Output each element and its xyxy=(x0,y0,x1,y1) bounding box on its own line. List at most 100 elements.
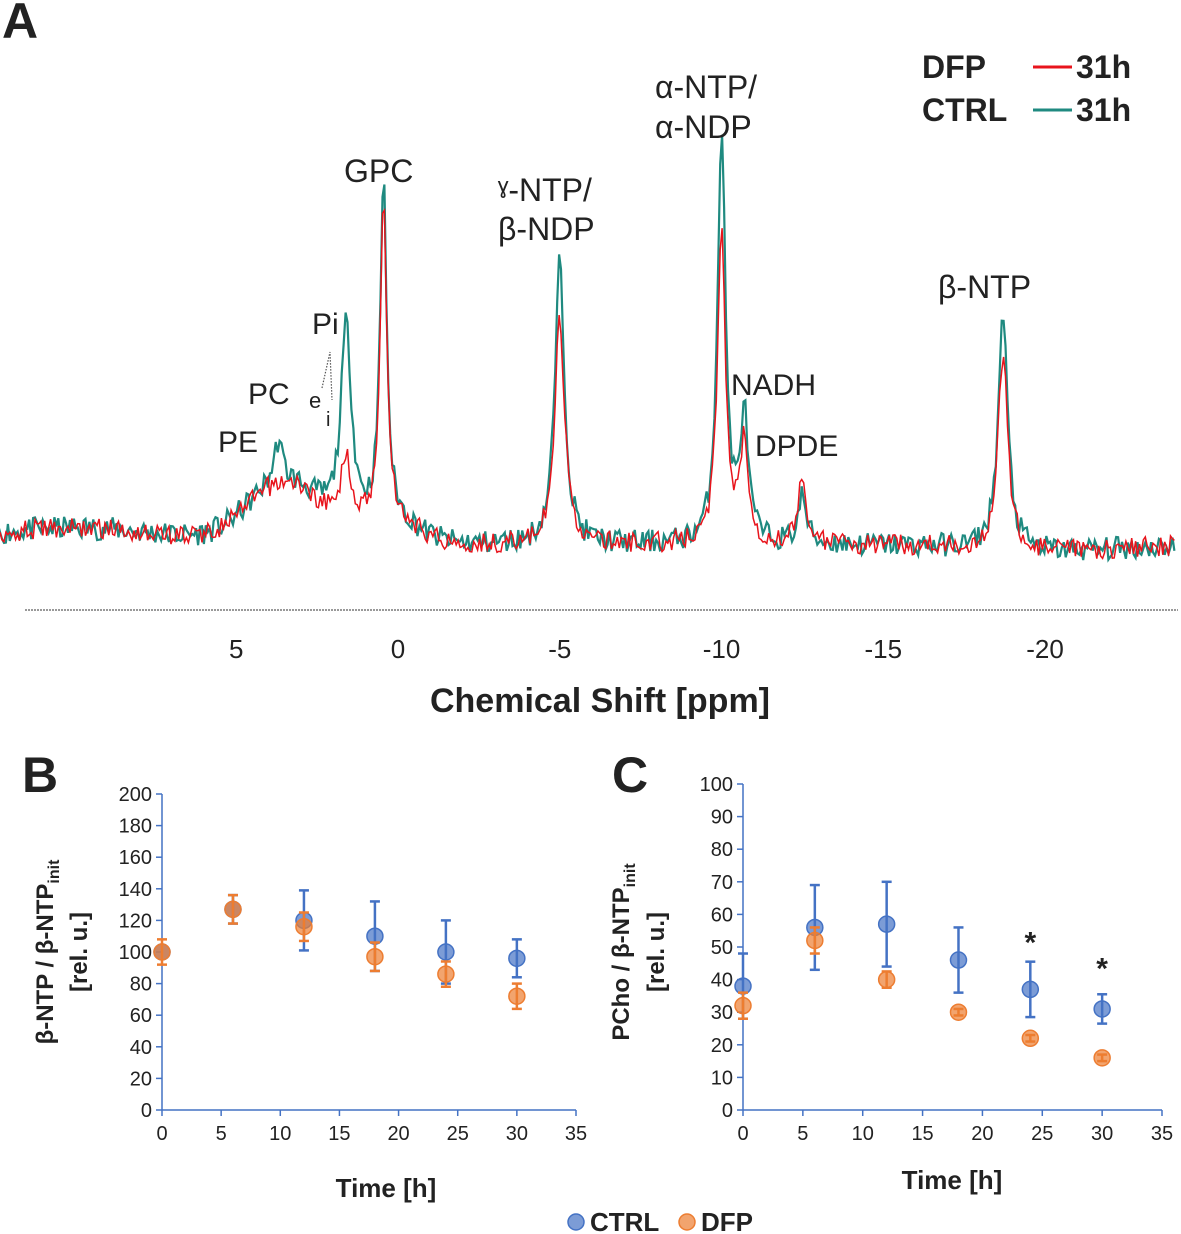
svg-text:PCho / β-NTPinit: PCho / β-NTPinit xyxy=(608,863,639,1041)
spectrum-x-tick-2: 0 xyxy=(391,634,405,664)
shared-legend-ctrl-label: CTRL xyxy=(590,1207,659,1234)
pcho-y-label-unit: [rel. u.] xyxy=(643,912,670,992)
beta-ntp-y-tick-5: 100 xyxy=(119,942,152,964)
beta-ntp-y-label-unit: [rel. u.] xyxy=(66,912,93,992)
beta-ntp-x-tick-6: 30 xyxy=(506,1123,528,1145)
beta-ntp-y-label: β-NTP / β-NTPinit xyxy=(32,859,63,1045)
peak-label-alpha-ntp: α-NTP/ xyxy=(655,69,757,105)
legend-ctrl-label: 31h xyxy=(1076,92,1131,128)
beta-ntp-y-tick-8: 160 xyxy=(119,847,152,869)
pcho-dfp-point-5 xyxy=(1093,1049,1111,1067)
beta-ntp-dfp-point-1 xyxy=(224,900,242,919)
pcho-y-label-sub: init xyxy=(622,863,639,888)
dfp-spectrum-line xyxy=(0,207,1175,560)
beta-ntp-ctrl-point-4 xyxy=(437,943,455,961)
peak-label-pc: PC xyxy=(248,378,290,411)
peak-label-pe: PE xyxy=(218,426,258,459)
legend-dfp-label: 31h xyxy=(1076,49,1131,85)
pcho-ctrl-point-2 xyxy=(877,915,896,933)
peak-label-e: e xyxy=(309,388,321,413)
spectrum-x-tick-1: 5 xyxy=(229,634,243,664)
peak-label-beta-ntp: β-NTP xyxy=(938,269,1031,305)
beta-ntp-dfp-point-2 xyxy=(295,917,313,936)
beta-ntp-dfp-point-0 xyxy=(153,943,171,961)
beta-ntp-ctrl-point-5 xyxy=(508,949,526,968)
pcho-x-tick-5: 25 xyxy=(1031,1123,1053,1145)
beta-ntp-x-tick-3: 15 xyxy=(328,1123,350,1145)
spectrum-x-tick-4: -10 xyxy=(703,634,741,664)
peak-label-gpc: GPC xyxy=(344,153,413,189)
spectrum-x-axis-label: Chemical Shift [ppm] xyxy=(430,682,770,720)
shared-legend-dfp-label: DFP xyxy=(701,1207,753,1234)
pcho-scatter-panel: 0 10 20 30 40 50 60 70 80 90 100 0 5 10 15 20 25 30 35 * * xyxy=(700,774,1174,1145)
peak-label-dpde: DPDE xyxy=(755,430,838,463)
beta-ntp-y-label-sub: init xyxy=(46,859,63,884)
pcho-y-label-main: PCho / β-NTP xyxy=(608,887,635,1040)
beta-ntp-y-tick-4: 80 xyxy=(130,974,152,996)
pcho-dfp-point-3 xyxy=(949,1003,968,1021)
beta-ntp-y-tick-0: 0 xyxy=(141,1100,152,1122)
legend-dfp-name: DFP xyxy=(922,49,986,85)
shared-legend-dfp-marker xyxy=(678,1213,696,1231)
beta-ntp-y-tick-9: 180 xyxy=(119,816,152,838)
beta-ntp-x-tick-2: 10 xyxy=(269,1123,291,1145)
beta-ntp-x-tick-0: 0 xyxy=(156,1123,167,1145)
pcho-y-tick-3: 30 xyxy=(711,1002,733,1024)
spectrum-x-ticks: 1550-5-10-15-20 xyxy=(229,634,1064,664)
beta-ntp-x-tick-7: 35 xyxy=(565,1123,587,1145)
pcho-significance-0: * xyxy=(1024,926,1036,959)
pcho-y-tick-9: 90 xyxy=(711,807,733,829)
panel-letter-c: C xyxy=(612,747,648,803)
pcho-y-tick-10: 100 xyxy=(700,774,733,796)
pcho-y-tick-2: 20 xyxy=(711,1035,733,1057)
spectrum-x-tick-3: -5 xyxy=(548,634,571,664)
shared-legend-ctrl-marker xyxy=(567,1213,585,1231)
pcho-y-tick-5: 50 xyxy=(711,937,733,959)
shared-legend: CTRL DFP xyxy=(567,1207,753,1234)
beta-ntp-dfp-point-5 xyxy=(508,987,526,1005)
pcho-dfp-point-4 xyxy=(1021,1029,1040,1048)
peak-label-gamma-ntp: ˠ-NTP/ xyxy=(497,172,592,208)
pcho-y-tick-7: 70 xyxy=(711,872,733,894)
beta-ntp-y-tick-1: 20 xyxy=(130,1068,152,1090)
pcho-x-label: Time [h] xyxy=(902,1165,1003,1195)
beta-ntp-y-tick-2: 40 xyxy=(130,1037,152,1059)
beta-ntp-y-tick-6: 120 xyxy=(119,910,152,932)
pcho-x-tick-6: 30 xyxy=(1091,1123,1113,1145)
beta-ntp-y-tick-10: 200 xyxy=(119,784,152,806)
pcho-x-tick-3: 15 xyxy=(911,1123,933,1145)
beta-ntp-dfp-point-4 xyxy=(437,965,455,983)
pcho-y-tick-4: 40 xyxy=(711,970,733,992)
pcho-x-tick-2: 10 xyxy=(852,1123,874,1145)
pcho-ctrl-point-5 xyxy=(1093,1000,1111,1018)
beta-ntp-x-tick-1: 5 xyxy=(216,1123,227,1145)
pcho-x-tick-0: 0 xyxy=(737,1123,748,1145)
spectrum-legend: DFP 31h CTRL 31h xyxy=(922,49,1131,128)
pcho-x-tick-7: 35 xyxy=(1151,1123,1173,1145)
pcho-x-tick-1: 5 xyxy=(797,1123,808,1145)
pi-bracket xyxy=(321,351,333,401)
peak-label-i: i xyxy=(326,409,330,431)
beta-ntp-dfp-point-3 xyxy=(366,947,384,966)
beta-ntp-x-tick-5: 25 xyxy=(447,1123,469,1145)
pcho-y-tick-0: 0 xyxy=(722,1100,733,1122)
peak-label-pi: Pi xyxy=(312,308,339,341)
panel-letter-a: A xyxy=(2,0,38,49)
pcho-dfp-point-0 xyxy=(734,996,752,1015)
beta-ntp-x-label: Time [h] xyxy=(336,1173,437,1203)
spectrum-panel: 1550-5-10-15-20 Chemical Shift [ppm] PE … xyxy=(0,49,1178,720)
beta-ntp-x-tick-4: 20 xyxy=(387,1123,409,1145)
peak-label-alpha-ndp: α-NDP xyxy=(655,109,752,145)
pcho-y-tick-1: 10 xyxy=(711,1067,733,1089)
pcho-y-tick-8: 80 xyxy=(711,839,733,861)
beta-ntp-y-label-main: β-NTP / β-NTP xyxy=(32,884,59,1045)
pcho-x-tick-4: 20 xyxy=(971,1123,993,1145)
beta-ntp-y-tick-7: 140 xyxy=(119,879,152,901)
pcho-y-tick-6: 60 xyxy=(711,904,733,926)
spectrum-x-tick-6: -20 xyxy=(1026,634,1064,664)
spectrum-x-tick-5: -15 xyxy=(864,634,902,664)
pcho-ctrl-point-3 xyxy=(949,951,968,969)
pcho-dfp-point-2 xyxy=(877,970,896,989)
beta-ntp-scatter-panel: 0 20 40 60 80 100 120 140 160 180 200 0 5 10 15 20 25 30 3… xyxy=(119,784,588,1145)
